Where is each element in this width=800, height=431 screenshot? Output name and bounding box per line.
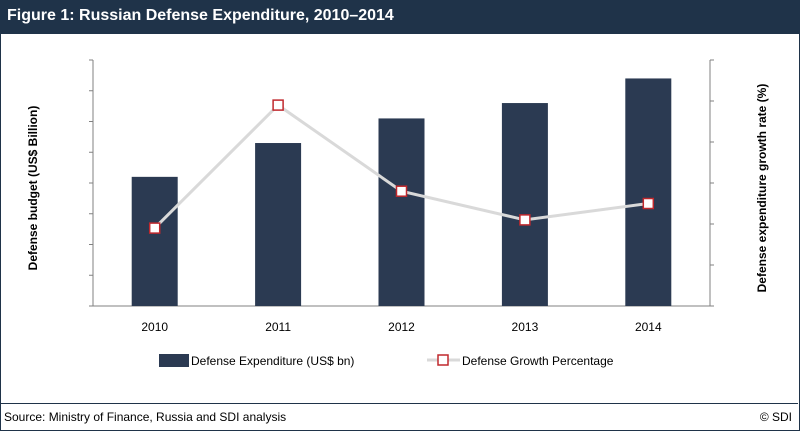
x-tick-labels: 2010 2011 2012 2013 2014 (141, 320, 662, 334)
title-bar: Figure 1: Russian Defense Expenditure, 2… (1, 1, 799, 34)
bar-2010 (131, 176, 178, 306)
y2-axis-title: Defense expenditure growth rate (%) (755, 84, 769, 293)
x-tick-label-2012: 2012 (388, 320, 415, 334)
footer-divider (0, 403, 798, 404)
right-axis-ticks (710, 59, 714, 307)
bar-series (131, 78, 672, 306)
bar-2012 (378, 118, 425, 306)
growth-point-2011 (272, 99, 284, 111)
legend: Defense Expenditure (US$ bn) Defense Gro… (159, 354, 614, 368)
x-tick-label-2014: 2014 (635, 320, 662, 334)
left-axis-ticks (89, 59, 93, 307)
x-tick-label-2013: 2013 (512, 320, 539, 334)
growth-point-2013 (519, 214, 531, 226)
growth-point-2012 (395, 185, 408, 197)
source-note: Source: Ministry of Finance, Russia and … (4, 410, 287, 424)
bar-2013 (501, 103, 548, 306)
bar-2014 (625, 78, 672, 306)
legend-label-line: Defense Growth Percentage (462, 354, 614, 368)
legend-swatch-bar (159, 354, 189, 367)
y-axis-title: Defense budget (US$ Billion) (26, 106, 40, 271)
legend-label-bar: Defense Expenditure (US$ bn) (191, 354, 354, 368)
growth-point-2014 (642, 197, 655, 210)
bar-2011 (255, 143, 302, 306)
growth-point-2010 (148, 222, 161, 234)
x-tick-label-2010: 2010 (141, 320, 168, 334)
x-tick-label-2011: 2011 (265, 320, 291, 334)
line-series (148, 99, 655, 234)
copyright-note: © SDI (759, 410, 792, 424)
legend-swatch-marker (437, 354, 449, 366)
figure-title: Figure 1: Russian Defense Expenditure, 2… (7, 7, 394, 24)
